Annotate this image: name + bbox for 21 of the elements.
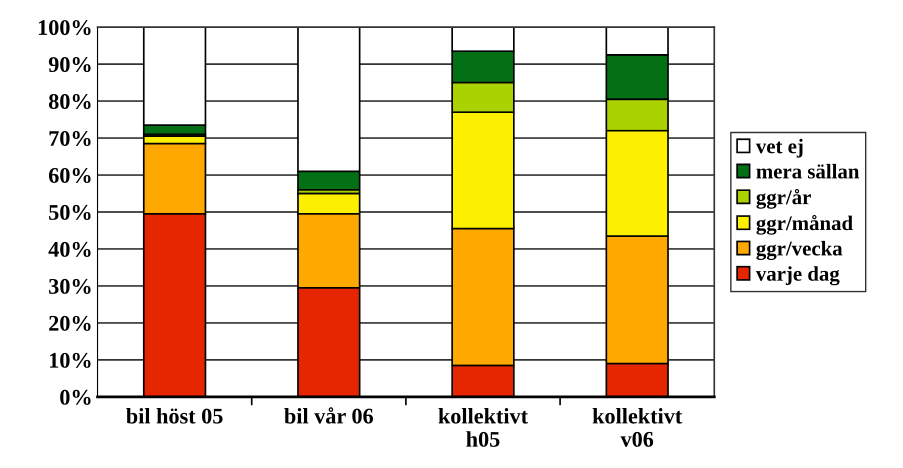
- x-tick-label: bil vår 06: [284, 407, 374, 424]
- x-tick-label: bil höst 05: [126, 408, 223, 424]
- y-tick-label: 60%: [48, 168, 91, 184]
- y-tick-label: 100%: [38, 20, 91, 36]
- legend-label: ggr/år: [756, 189, 811, 209]
- y-tick-label: 70%: [49, 130, 91, 146]
- legend-label: ggr/vecka: [756, 240, 842, 260]
- x-tick-label: kollektivt v06: [592, 408, 682, 447]
- y-tick-label: 40%: [48, 242, 91, 257]
- y-tick-label: 0%: [60, 390, 91, 405]
- legend-label: ggr/månad: [756, 214, 853, 235]
- legend-label: varje dag: [756, 266, 840, 286]
- x-tick-label: kollektivt h05: [438, 408, 528, 447]
- y-tick-label: 20%: [49, 316, 91, 331]
- legend-label: mera sällan: [756, 164, 860, 179]
- y-tick-label: 30%: [49, 278, 91, 294]
- y-tick-label: 50%: [49, 204, 91, 220]
- y-tick-label: 10%: [50, 352, 91, 368]
- y-tick-label: 80%: [48, 94, 91, 110]
- legend-label: vet ej: [756, 138, 803, 158]
- y-tick-label: 90%: [48, 57, 91, 72]
